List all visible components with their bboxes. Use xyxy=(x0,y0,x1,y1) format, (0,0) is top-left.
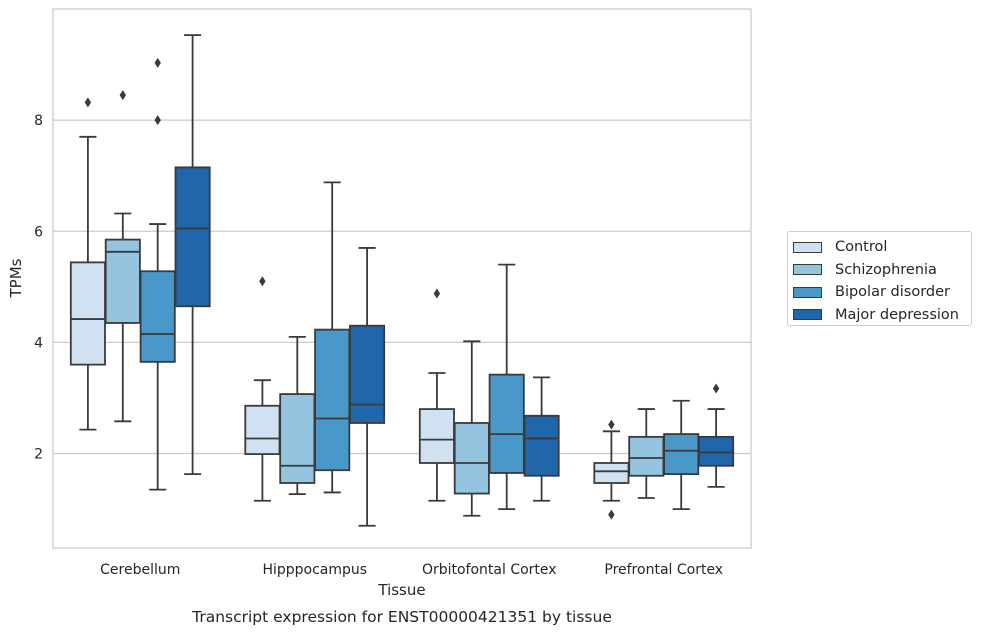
y-tick-label-2: 2 xyxy=(34,447,43,463)
legend-item-major-depression: Major depression xyxy=(793,304,971,327)
legend-label-major-depression: Major depression xyxy=(835,306,959,323)
legend-item-schizophrenia: Schizophrenia xyxy=(793,259,971,282)
outlier-point xyxy=(712,383,720,394)
box-iqr xyxy=(488,373,525,474)
box-hipppocampus-control xyxy=(244,276,281,502)
box-hipppocampus-bipolar-disorder xyxy=(314,181,351,494)
outlier-point xyxy=(433,288,441,299)
box-orbitofontal-cortex-major-depression xyxy=(523,376,560,502)
box-orbitofontal-cortex-bipolar-disorder xyxy=(488,263,525,511)
y-tick-label-4: 4 xyxy=(34,335,43,351)
box-iqr xyxy=(418,408,455,464)
box-hipppocampus-schizophrenia xyxy=(279,335,316,496)
box-iqr xyxy=(349,324,386,424)
legend-swatch-schizophrenia xyxy=(793,264,822,276)
outlier-point xyxy=(84,97,92,108)
box-iqr xyxy=(663,433,700,475)
box-iqr xyxy=(69,261,106,366)
box-prefrontal-cortex-control xyxy=(593,419,630,520)
x-tick-labels: Cerebellum Hipppocampus Orbitofontal Corte… xyxy=(100,562,723,578)
box-hipppocampus-major-depression xyxy=(349,247,386,527)
box-iqr xyxy=(314,328,351,472)
legend-label-control: Control xyxy=(835,239,888,256)
box-iqr xyxy=(139,270,176,363)
box-iqr xyxy=(279,393,316,484)
outlier-point xyxy=(608,509,615,520)
outlier-point xyxy=(154,57,161,68)
box-orbitofontal-cortex-schizophrenia xyxy=(453,340,490,517)
box-cerebellum-schizophrenia xyxy=(104,90,141,423)
outlier-point xyxy=(154,115,161,126)
plot-frame xyxy=(52,8,752,549)
box-iqr xyxy=(244,404,281,455)
box-iqr xyxy=(593,462,630,484)
box-cerebellum-control xyxy=(69,97,106,431)
legend-swatch-control xyxy=(793,241,822,253)
legend-item-bipolar-disorder: Bipolar disorder xyxy=(793,281,971,304)
box-prefrontal-cortex-major-depression xyxy=(698,383,735,488)
outlier-point xyxy=(119,90,126,101)
legend-item-control: Control xyxy=(793,236,971,259)
box-prefrontal-cortex-bipolar-disorder xyxy=(663,399,700,511)
box-iqr xyxy=(698,435,735,467)
chart-caption: Transcript expression for ENST0000042135… xyxy=(191,608,612,626)
box-orbitofontal-cortex-control xyxy=(418,288,455,502)
y-tick-label-6: 6 xyxy=(34,224,43,240)
y-tick-labels: 2 4 6 8 xyxy=(34,113,43,462)
box-cerebellum-major-depression xyxy=(174,34,211,475)
y-axis-label: TPMs xyxy=(7,258,25,298)
box-iqr xyxy=(174,166,211,308)
legend-swatch-major-depression xyxy=(793,309,822,321)
x-axis-label: Tissue xyxy=(377,581,425,599)
box-iqr xyxy=(628,435,665,477)
box-iqr xyxy=(453,422,490,495)
x-tick-label-cerebellum: Cerebellum xyxy=(100,562,180,578)
boxes xyxy=(69,34,735,527)
x-tick-label-prefrontal-cortex: Prefrontal Cortex xyxy=(604,562,723,578)
legend-label-schizophrenia: Schizophrenia xyxy=(835,261,937,278)
box-cerebellum-bipolar-disorder xyxy=(139,57,176,491)
x-tick-label-hipppocampus: Hipppocampus xyxy=(262,562,367,578)
x-tick-label-orbitofontal-cortex: Orbitofontal Cortex xyxy=(422,562,557,578)
box-prefrontal-cortex-schizophrenia xyxy=(628,408,665,499)
y-tick-label-8: 8 xyxy=(34,113,43,129)
legend-label-bipolar-disorder: Bipolar disorder xyxy=(835,284,950,301)
outlier-point xyxy=(608,419,615,430)
box-iqr xyxy=(523,414,560,477)
outlier-point xyxy=(259,276,266,287)
legend-swatch-bipolar-disorder xyxy=(793,286,822,298)
legend: Control Schizophrenia Bipolar disorder M… xyxy=(787,231,972,326)
